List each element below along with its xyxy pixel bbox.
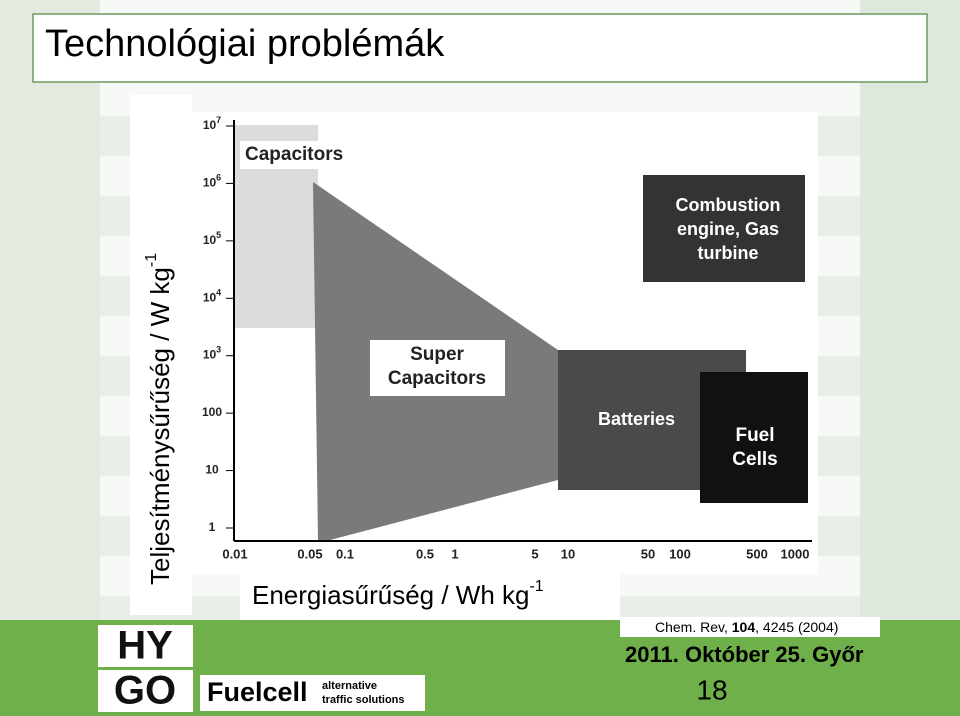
logo-box — [98, 625, 193, 667]
y-tick-base: 10 — [203, 290, 217, 304]
y-tick-exp: 7 — [216, 115, 221, 125]
y-tick-base: 100 — [202, 405, 222, 419]
y-tick-label: 104 — [203, 288, 221, 305]
y-tick-exp: 4 — [216, 288, 221, 298]
x-ticks: 0.01 0.05 0.1 0.5 1 5 10 50 100 500 1000 — [222, 546, 809, 561]
label-box — [370, 340, 505, 396]
y-tick-base: 10 — [203, 176, 217, 190]
x-tick-label: 100 — [669, 546, 691, 561]
x-tick-label: 5 — [531, 546, 538, 561]
y-tick-base: 10 — [203, 118, 217, 132]
x-tick-label: 0.05 — [297, 546, 322, 561]
region-label: Cells — [732, 449, 777, 470]
y-tick-label: 107 — [203, 115, 221, 132]
y-tick-exp: 5 — [216, 230, 221, 240]
combustion-region — [643, 175, 805, 282]
tagline: alternative — [322, 680, 377, 692]
x-tick-label: 0.5 — [416, 546, 434, 561]
x-tick-label: 10 — [561, 546, 575, 561]
x-axis-label: Energiasűrűség / Wh kg-1 — [252, 578, 544, 610]
y-tick-label: 1 — [209, 520, 216, 534]
title-box — [32, 13, 928, 83]
region-label: turbine — [698, 243, 759, 263]
title: Technológiai problémák — [45, 23, 445, 65]
region-label: Capacitors — [245, 144, 343, 165]
side-pattern — [0, 0, 100, 620]
y-tick-exp: 6 — [216, 173, 221, 183]
y-tick-base: 10 — [203, 348, 217, 362]
logo-go: GO — [114, 669, 176, 713]
y-tick-label: 100 — [202, 405, 222, 419]
label-box — [240, 141, 370, 169]
logo-hy: HY — [117, 624, 173, 668]
region-label: Combustion — [676, 195, 781, 215]
logo-box — [98, 670, 193, 712]
tagline: traffic solutions — [322, 694, 405, 706]
brand: Fuelcell — [207, 677, 308, 707]
citation-text: , 4245 (2004) — [755, 619, 838, 635]
region-label: Super — [410, 344, 464, 365]
x-axis-label-text: Energiasűrűség / Wh kg — [252, 580, 529, 610]
citation-volume: 104 — [732, 619, 756, 635]
brand-box — [200, 675, 425, 711]
x-axis-label-sup: -1 — [529, 578, 543, 595]
y-axis-label: Teljesítménysűrűség / W kg-1 — [143, 253, 175, 585]
region-label: engine, Gas — [677, 219, 779, 239]
y-axis-label-sup: -1 — [143, 253, 160, 267]
citation: Chem. Rev, 104, 4245 (2004) — [655, 619, 838, 635]
y-tick-label: 105 — [203, 230, 221, 247]
y-axis-label-text: Teljesítménysűrűség / W kg — [145, 267, 175, 585]
x-tick-label: 0.01 — [222, 546, 247, 561]
y-tick-base: 10 — [205, 463, 219, 477]
region-label: Fuel — [735, 425, 774, 446]
y-tick-label: 106 — [203, 173, 221, 190]
x-tick-label: 500 — [746, 546, 768, 561]
date: 2011. Október 25. Győr — [625, 642, 864, 667]
y-tick-base: 1 — [209, 520, 216, 534]
x-tick-label: 1000 — [781, 546, 810, 561]
y-tick-label: 10 — [205, 463, 219, 477]
y-label-area — [130, 95, 192, 615]
y-tick-base: 10 — [203, 233, 217, 247]
y-tick-exp: 3 — [216, 345, 221, 355]
x-tick-label: 1 — [451, 546, 458, 561]
region-label: Capacitors — [388, 368, 486, 389]
page-number: 18 — [696, 674, 727, 705]
citation-text: Chem. Rev, — [655, 619, 732, 635]
region-label: Batteries — [598, 409, 675, 429]
x-label-area — [240, 574, 620, 620]
y-tick-label: 103 — [203, 345, 221, 362]
x-tick-label: 0.1 — [336, 546, 354, 561]
x-tick-label: 50 — [641, 546, 655, 561]
fuel-cells-region — [700, 372, 808, 503]
side-pattern — [860, 0, 960, 620]
citation-box — [620, 617, 880, 637]
